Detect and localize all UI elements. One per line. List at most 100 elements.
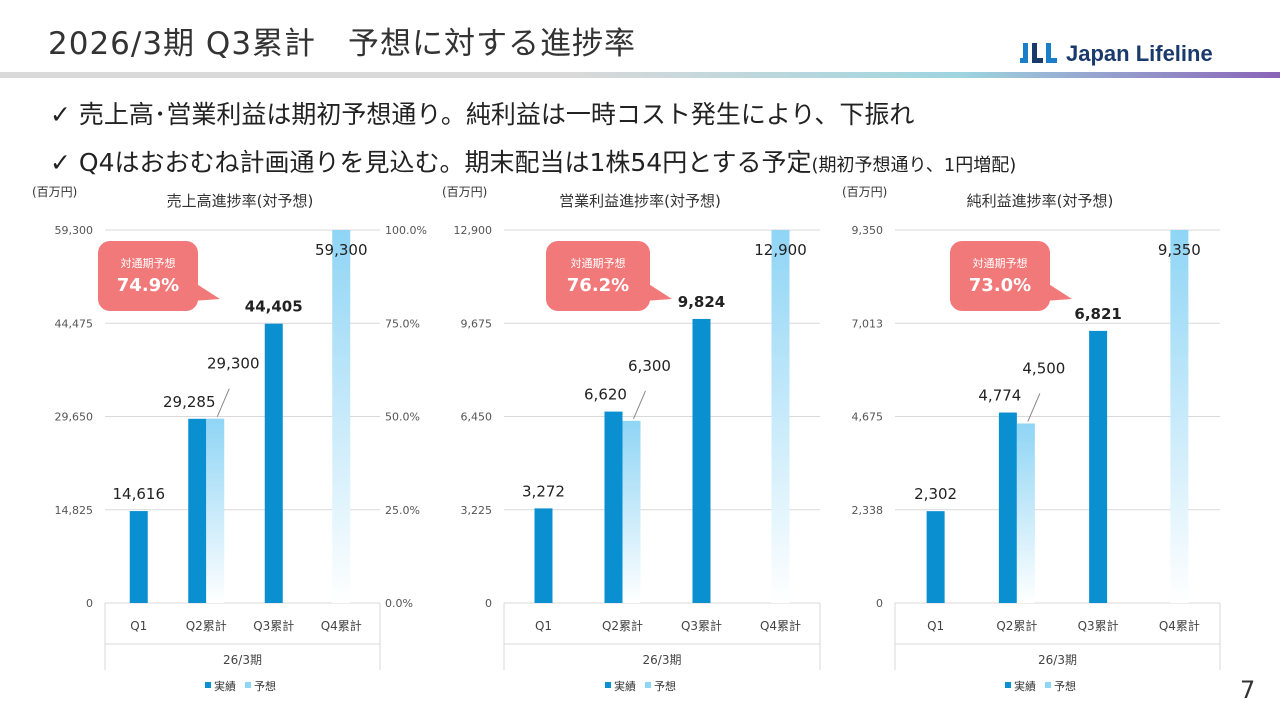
actual-bar [1089, 330, 1108, 603]
forecast-bar [1016, 423, 1035, 603]
category-label: Q3累計 [1078, 618, 1119, 633]
actual-value-label: 9,824 [678, 293, 725, 311]
company-logo: Japan Lifeline [1020, 38, 1213, 70]
net-income-progress-chart: (百万円) 純利益進捗率(対予想) 0 2,338 4,675 7,013 9,350 Q1 Q… [842, 185, 1221, 693]
header-divider [0, 72, 1280, 78]
group-label: 26/3期 [643, 653, 682, 667]
actual-value-label: 4,774 [978, 387, 1021, 405]
y-tick-label: 0 [876, 597, 883, 610]
category-label: Q3累計 [253, 618, 294, 633]
y-tick-label: 12,900 [454, 224, 493, 237]
forecast-bar [206, 418, 225, 603]
forecast-bar [622, 420, 641, 603]
progress-callout [98, 241, 198, 311]
actual-bar [998, 412, 1017, 603]
bullet-1-text: 売上高･営業利益は期初予想通り。純利益は一時コスト発生により、下振れ [78, 100, 915, 129]
callout-value: 73.0% [969, 275, 1031, 296]
y-tick-label: 0 [485, 597, 492, 610]
actual-bar [188, 418, 207, 603]
legend-swatch-actual [205, 682, 211, 688]
category-label: Q1 [927, 619, 944, 633]
check-icon: ✓ [50, 148, 71, 177]
y-tick-label: 59,300 [55, 224, 94, 237]
check-icon: ✓ [50, 100, 71, 129]
chart-title: 売上高進捗率(対予想) [167, 192, 314, 210]
chart-title: 営業利益進捗率(対予想) [559, 192, 721, 210]
actual-bar [604, 411, 623, 603]
actual-value-label: 14,616 [113, 485, 166, 503]
y-tick-label: 9,350 [852, 224, 884, 237]
category-label: Q4累計 [321, 618, 362, 633]
y-tick-label: 6,450 [461, 411, 493, 424]
actual-bar [692, 318, 711, 603]
category-label: Q4累計 [760, 618, 801, 633]
leader-line [1027, 393, 1041, 422]
legend-swatch-forecast [1045, 682, 1051, 688]
forecast-bar [1170, 230, 1189, 603]
forecast-value-label: 12,900 [754, 241, 807, 259]
callout-value: 76.2% [567, 275, 629, 296]
actual-value-label: 6,620 [584, 386, 627, 404]
y2-tick-label: 50.0% [385, 411, 420, 424]
y-tick-label: 9,675 [461, 317, 493, 330]
unit-label: (百万円) [32, 185, 77, 199]
actual-value-label: 44,405 [245, 298, 303, 316]
category-label: Q4累計 [1159, 618, 1200, 633]
legend-label-actual: 実績 [214, 679, 236, 693]
category-label: Q2累計 [996, 618, 1037, 633]
actual-value-label: 6,821 [1074, 305, 1121, 323]
bullet-2-text: Q4はおおむね計画通りを見込む。期末配当は1株54円とする予定 [78, 148, 812, 177]
progress-callout [950, 241, 1050, 311]
category-label: Q2累計 [602, 618, 643, 633]
leader-line [216, 388, 230, 417]
legend-swatch-actual [605, 682, 611, 688]
y-tick-label: 14,825 [55, 504, 94, 517]
callout-pointer [192, 281, 220, 301]
legend-label-forecast: 予想 [1054, 679, 1076, 693]
actual-bar [534, 508, 553, 603]
actual-bar [129, 511, 148, 603]
forecast-value-label: 29,300 [207, 355, 260, 373]
category-label: Q1 [130, 619, 147, 633]
actual-bar [264, 323, 283, 603]
bullet-1: ✓ 売上高･営業利益は期初予想通り。純利益は一時コスト発生により、下振れ [50, 95, 914, 131]
page-number: 7 [1240, 676, 1256, 704]
actual-value-label: 3,272 [522, 482, 565, 500]
operating-profit-progress-chart: (百万円) 営業利益進捗率(対予想) 0 3,225 6,450 9,675 12,900 Q… [442, 185, 821, 693]
callout-value: 74.9% [117, 275, 179, 296]
forecast-value-label: 6,300 [628, 357, 671, 375]
forecast-bar [332, 230, 351, 603]
y-tick-label: 29,650 [55, 411, 94, 424]
category-label: Q3累計 [681, 618, 722, 633]
forecast-value-label: 9,350 [1158, 241, 1201, 259]
callout-title: 対通期予想 [121, 256, 176, 270]
jll-logo-icon [1020, 43, 1057, 63]
category-label: Q2累計 [186, 618, 227, 633]
bullet-2: ✓ Q4はおおむね計画通りを見込む。期末配当は1株54円とする予定(期初予想通り… [50, 143, 1016, 179]
y-tick-label: 3,225 [461, 504, 493, 517]
y-tick-label: 7,013 [852, 317, 884, 330]
unit-label: (百万円) [842, 185, 887, 199]
logo-text: Japan Lifeline [1066, 41, 1213, 66]
actual-value-label: 29,285 [163, 393, 216, 411]
y-tick-label: 0 [86, 597, 93, 610]
bullet-2-note: (期初予想通り、1円増配) [811, 155, 1017, 176]
y-tick-label: 4,675 [852, 411, 884, 424]
actual-value-label: 2,302 [914, 485, 957, 503]
leader-line [633, 390, 646, 420]
y2-tick-label: 0.0% [385, 597, 413, 610]
callout-title: 対通期予想 [973, 256, 1028, 270]
legend-label-forecast: 予想 [654, 679, 676, 693]
legend-label-actual: 実績 [1014, 679, 1036, 693]
unit-label: (百万円) [442, 185, 487, 199]
y-tick-label: 2,338 [852, 504, 884, 517]
forecast-value-label: 59,300 [315, 241, 368, 259]
group-label: 26/3期 [223, 653, 262, 667]
legend-swatch-actual [1005, 682, 1011, 688]
group-label: 26/3期 [1038, 653, 1077, 667]
legend-swatch-forecast [645, 682, 651, 688]
chart-title: 純利益進捗率(対予想) [967, 192, 1114, 210]
progress-callout [546, 241, 650, 311]
y2-tick-label: 75.0% [385, 317, 420, 330]
y-tick-label: 44,475 [55, 317, 94, 330]
